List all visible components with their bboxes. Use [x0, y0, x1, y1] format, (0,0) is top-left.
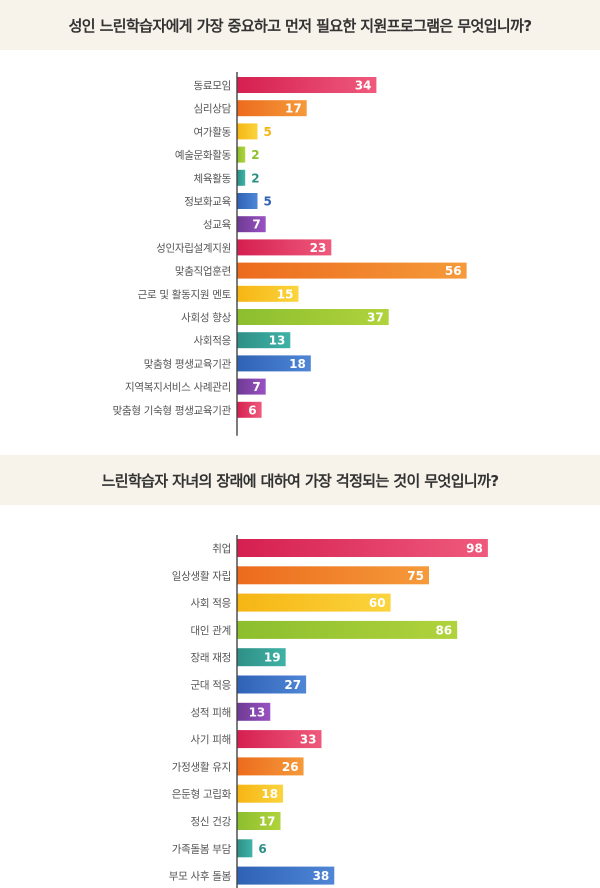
chart1-bar — [237, 263, 467, 279]
chart2-category-label: 장래 재정 — [191, 652, 231, 664]
chart2-category-label: 군대 적응 — [191, 680, 232, 692]
chart2-value-label: 17 — [259, 815, 276, 829]
chart2-category-label: 사회 적응 — [191, 598, 232, 610]
chart2-category-label: 사기 피해 — [191, 733, 231, 746]
chart1-category-label: 지역복지서비스 사례관리 — [125, 382, 231, 394]
chart1-category-label: 근로 및 활동지원 멘토 — [138, 288, 232, 301]
chart1-bar — [237, 309, 389, 325]
chart1-value-label: 13 — [269, 334, 286, 348]
chart1-category-label: 성교육 — [203, 219, 232, 231]
chart1-value-label: 56 — [445, 264, 462, 278]
chart2-bar — [237, 566, 429, 584]
chart1-category-label: 예술문화활동 — [175, 149, 232, 162]
chart1-value-label: 15 — [277, 287, 294, 301]
chart1-category-label: 성인자립설계지원 — [156, 241, 231, 254]
chart2-category-label: 부모 사후 돌봄 — [169, 871, 232, 883]
chart1-value-label: 2 — [251, 148, 259, 162]
chart2-category-label: 성적 피해 — [191, 706, 231, 719]
chart1-category-label: 사회성 향상 — [181, 312, 231, 324]
chart1-value-label: 17 — [285, 102, 302, 116]
chart2-value-label: 98 — [466, 542, 483, 556]
chart1-value-label: 37 — [367, 311, 384, 325]
chart2-category-label: 가정생활 유지 — [172, 760, 231, 773]
chart1-bar — [237, 123, 258, 139]
chart2-value-label: 26 — [282, 760, 299, 774]
chart1-value-label: 18 — [289, 357, 306, 371]
chart1-value-label: 7 — [252, 380, 260, 394]
chart2-category-label: 취업 — [212, 542, 231, 555]
chart2-value-label: 19 — [264, 651, 281, 665]
chart1-value-label: 6 — [248, 403, 256, 417]
chart2-value-label: 27 — [284, 678, 301, 692]
chart2-value-label: 18 — [261, 787, 278, 801]
chart2-category-label: 일상생활 자립 — [172, 569, 231, 582]
chart2-bar — [237, 839, 252, 857]
chart2-title: 느린학습자 자녀의 장래에 대하여 가장 걱정되는 것이 무엇입니까? — [0, 455, 600, 505]
chart2-value-label: 75 — [407, 569, 424, 583]
chart1-value-label: 5 — [264, 195, 272, 209]
chart1-value-label: 23 — [310, 241, 327, 255]
chart1-bar — [237, 147, 245, 163]
chart1-category-label: 사회적응 — [194, 335, 232, 347]
chart2-bar — [237, 594, 391, 612]
chart2-future-worries: 취업 98 일상생활 자립 75 사회 적응 60 대인 관계 86 장래 재정 19 군대 적응 2… — [0, 505, 600, 888]
chart2-value-label: 38 — [313, 869, 330, 883]
chart2-category-label: 가족돌봄 부담 — [172, 843, 232, 855]
chart1-category-label: 동료모임 — [194, 79, 231, 92]
chart2-value-label: 13 — [249, 705, 266, 719]
chart1-category-label: 맞춤직업훈련 — [175, 265, 231, 278]
chart1-category-label: 여가활동 — [194, 125, 232, 138]
chart2-category-label: 대인 관계 — [191, 625, 231, 637]
chart1-value-label: 2 — [251, 171, 259, 185]
chart1-program-needs: 동료모임 34 심리상담 17 여가활동 5 예술문화활동 2 체육활동 2 정보화교육 5 성교육 7 성… — [0, 50, 600, 455]
chart1-value-label: 5 — [264, 125, 272, 139]
chart1-category-label: 체육활동 — [194, 172, 232, 185]
chart2-value-label: 86 — [435, 623, 452, 637]
chart1-value-label: 7 — [252, 218, 260, 232]
chart2-bar — [237, 539, 488, 557]
chart1-category-label: 맞춤형 평생교육기관 — [144, 358, 232, 370]
chart1-value-label: 34 — [355, 79, 372, 93]
chart1-bar — [237, 193, 258, 209]
chart2-value-label: 6 — [258, 842, 266, 856]
chart1-category-label: 정보화교육 — [184, 196, 231, 208]
chart1-bar — [237, 170, 245, 186]
chart2-value-label: 60 — [369, 596, 386, 610]
chart2-category-label: 은둔형 고립화 — [172, 788, 232, 801]
chart2-bar — [237, 621, 457, 639]
chart1-category-label: 심리상담 — [194, 103, 232, 115]
chart1-title: 성인 느린학습자에게 가장 중요하고 먼저 필요한 지원프로그램은 무엇입니까? — [0, 0, 600, 50]
chart2-category-label: 정신 건강 — [191, 816, 232, 828]
chart1-category-label: 맞춤형 기숙형 평생교육기관 — [113, 405, 232, 417]
chart2-value-label: 33 — [300, 733, 317, 747]
